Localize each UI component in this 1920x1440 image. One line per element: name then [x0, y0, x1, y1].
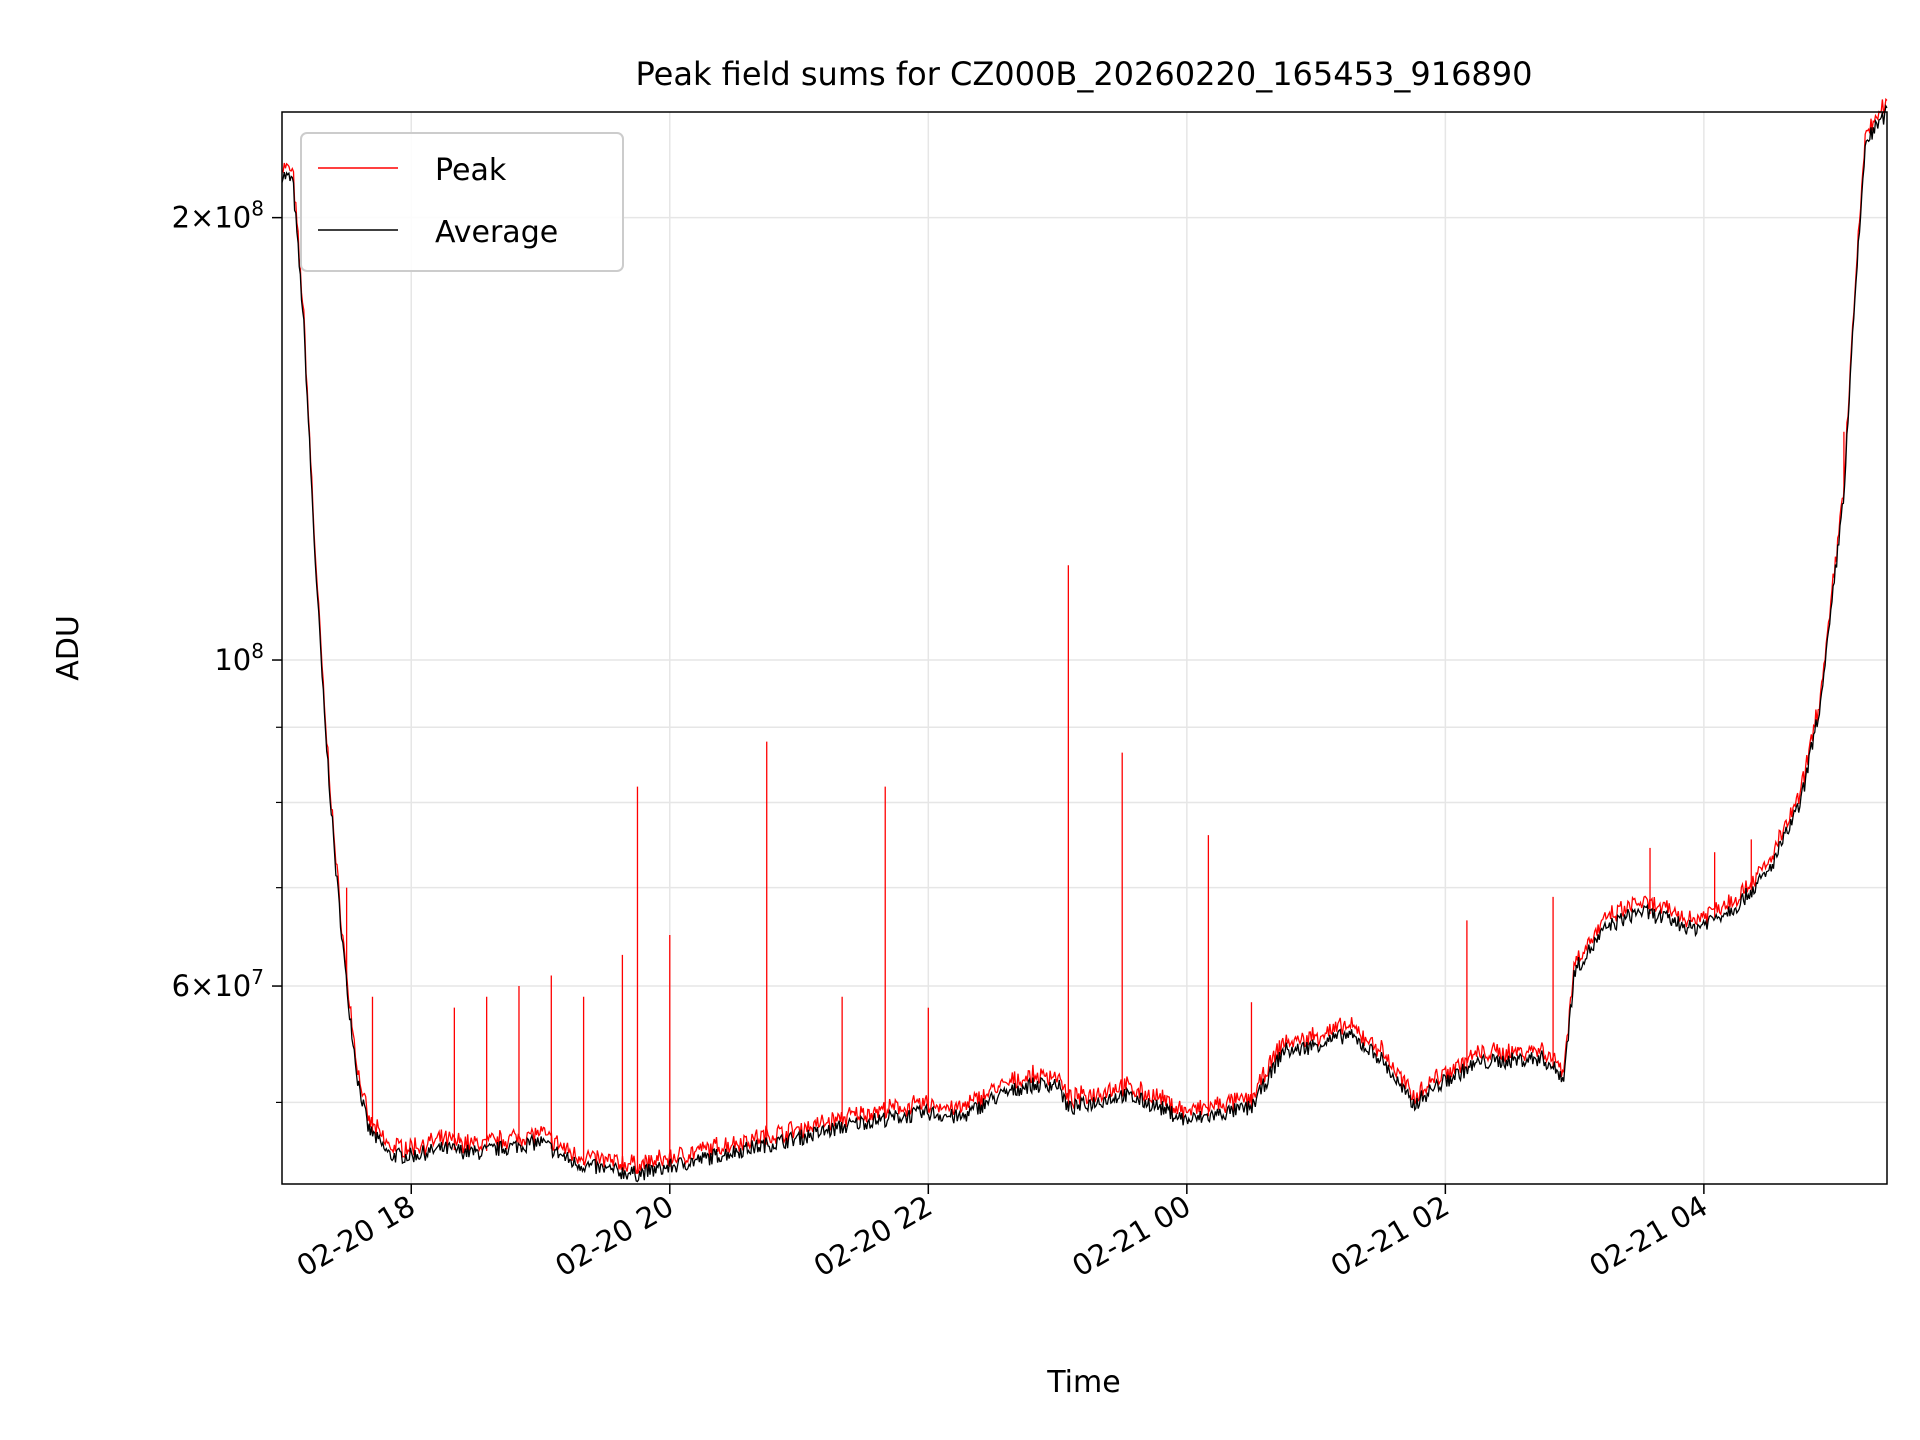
plot-area	[281, 97, 1888, 1183]
x-tick-label: 02-20 18	[291, 1189, 421, 1284]
x-tick-label: 02-20 22	[808, 1189, 938, 1284]
x-axis-label: Time	[1046, 1365, 1120, 1400]
x-tick-label: 02-20 20	[549, 1189, 679, 1284]
legend-label-peak: Peak	[435, 153, 507, 188]
legend-label-average: Average	[435, 215, 558, 250]
x-tick-label: 02-21 00	[1066, 1189, 1196, 1284]
x-axis-ticks: 02-20 18 02-20 20 02-20 22 02-21 00 02-21 02…	[291, 1184, 1713, 1284]
chart-title: Peak field sums for CZ000B_20260220_1654…	[636, 55, 1533, 93]
y-tick-label: 6×107	[172, 965, 264, 1003]
y-axis-ticks: 6×107 108 2×108	[172, 197, 282, 1104]
y-tick-label: 108	[214, 639, 264, 677]
y-tick-label: 2×108	[172, 197, 264, 235]
grid	[282, 112, 1887, 1184]
series-average-line	[281, 104, 1888, 1183]
axes-frame	[281, 111, 1888, 1185]
y-axis-label: ADU	[51, 615, 86, 681]
legend: Peak Average	[300, 132, 624, 272]
x-tick-label: 02-21 02	[1325, 1189, 1455, 1284]
x-tick-label: 02-21 04	[1583, 1189, 1713, 1284]
series-peak-line	[281, 97, 1888, 1174]
